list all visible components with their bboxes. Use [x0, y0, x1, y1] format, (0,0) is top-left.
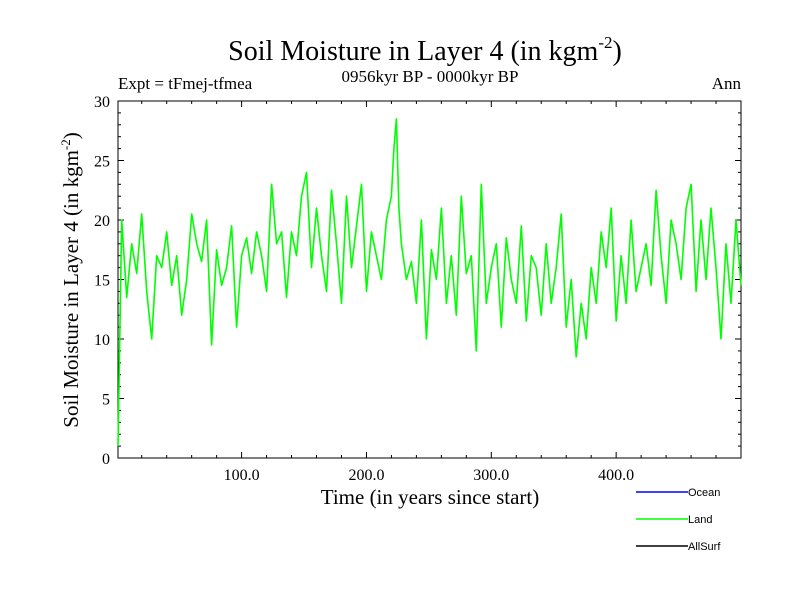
legend: Ocean Land AllSurf — [636, 487, 721, 553]
y-tick-label: 10 — [94, 332, 110, 349]
x-tick-label: 300.0 — [473, 467, 509, 484]
y-tick-label: 0 — [102, 451, 110, 468]
y-tick-label: 30 — [94, 94, 110, 111]
y-tick-label: 20 — [94, 213, 110, 230]
y-axis: 0 5 10 15 20 25 30 — [94, 94, 741, 468]
experiment-label: Expt = tFmej-tfmea — [118, 74, 253, 93]
legend-label-ocean: Ocean — [688, 487, 720, 499]
series-layer — [117, 118, 742, 447]
x-axis-label: Time (in years since start) — [321, 485, 540, 509]
x-axis: 100.0 200.0 300.0 400.0 — [141, 101, 717, 484]
series-line-land — [117, 118, 742, 447]
x-tick-label: 100.0 — [224, 467, 260, 484]
season-label: Ann — [712, 74, 742, 93]
y-tick-label: 5 — [102, 392, 110, 409]
x-tick-label: 400.0 — [598, 467, 634, 484]
y-tick-label: 25 — [94, 154, 110, 171]
x-tick-label: 200.0 — [348, 467, 384, 484]
y-axis-label: Soil Moisture in Layer 4 (in kgm-2) — [58, 132, 83, 427]
y-tick-label: 15 — [94, 273, 110, 290]
chart-title: Soil Moisture in Layer 4 (in kgm-2) — [228, 33, 622, 67]
legend-label-land: Land — [688, 514, 712, 526]
chart-subtitle: 0956kyr BP - 0000kyr BP — [342, 67, 519, 86]
legend-label-allsurf: AllSurf — [688, 541, 721, 553]
